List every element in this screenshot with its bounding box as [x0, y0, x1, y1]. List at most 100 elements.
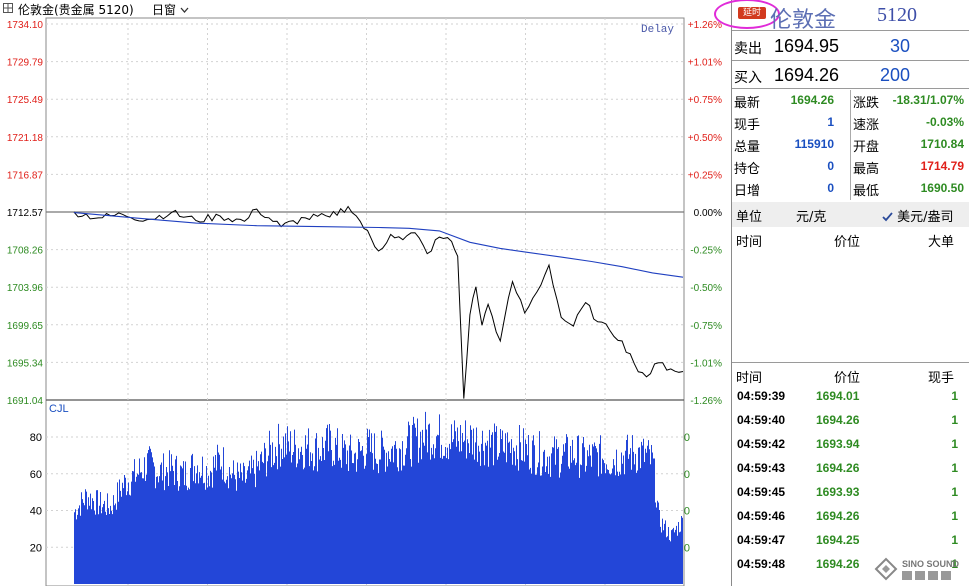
unit-option-usd-oz[interactable]: 美元/盎司 [882, 206, 954, 225]
tick-time: 04:59:40 [737, 413, 786, 427]
sell-label: 卖出 [734, 41, 762, 57]
stat-right-4-label: 最低 [853, 184, 880, 199]
price-tick-label: 1691.04 [7, 396, 44, 407]
tick-price: 1694.01 [816, 389, 860, 403]
chevron-down-icon [180, 7, 189, 13]
tick-qty: 1 [951, 533, 958, 547]
price-lines [73, 205, 684, 399]
big-order-header-price: 价位 [834, 235, 861, 250]
stat-right-2-value: 1710.84 [920, 137, 964, 151]
stat-left-4-value: 0 [827, 181, 834, 195]
tick-row[interactable]: 04:59:40 1694.26 1 [732, 413, 969, 437]
tick-time: 04:59:39 [737, 389, 786, 403]
percent-tick-label: +0.75% [688, 95, 722, 106]
unit-row: 单位 元/克 美元/盎司 [732, 202, 969, 227]
price-tick-label: 1703.96 [7, 283, 44, 294]
instrument-title[interactable]: 伦敦金(贵金属 5120) [18, 3, 134, 17]
tick-price: 1693.94 [816, 437, 860, 451]
instrument-name: 伦敦金 [770, 7, 837, 32]
intraday-chart[interactable]: 1734.10 1729.79 1725.49 1721.18 1716.87 1712.… [0, 0, 730, 586]
tick-header-qty: 现手 [928, 371, 955, 386]
volume-label: CJL [49, 403, 69, 415]
period-label: 日窗 [152, 3, 177, 17]
svg-text:SINO SOUND: SINO SOUND [902, 559, 960, 569]
delay-label: Delay [641, 24, 674, 36]
tick-row[interactable]: 04:59:42 1693.94 1 [732, 437, 969, 461]
percent-tick-label: +0.50% [688, 133, 722, 144]
percent-tick-label: -0.25% [690, 246, 722, 257]
price-tick-label: 1708.26 [7, 246, 44, 257]
price-tick-label: 1716.87 [7, 170, 44, 181]
volume-tick-label: 40 [30, 506, 42, 518]
tick-price: 1694.25 [816, 533, 860, 547]
unit-option-usd-oz-label: 美元/盎司 [897, 210, 954, 225]
volume-bar [74, 411, 683, 584]
check-icon [882, 212, 893, 222]
percent-axis-labels: +1.26% +1.01% +0.75% +0.50% +0.25% 0.00% -0.25… [688, 20, 722, 407]
volume-axis-labels: 80 0 60 0 40 0 20 0 [30, 432, 690, 554]
tick-row[interactable]: 04:59:45 1693.93 1 [732, 485, 969, 509]
tick-qty: 1 [951, 437, 958, 451]
tick-price: 1694.26 [816, 557, 860, 571]
percent-tick-label: +1.26% [688, 20, 722, 31]
stat-right-0-label: 涨跌 [853, 96, 880, 111]
delay-badge: 延时 [738, 7, 766, 19]
price-tick-label: 1729.79 [7, 58, 44, 69]
volume-right-tick-label: 0 [684, 542, 690, 554]
stat-right-1-label: 速涨 [853, 118, 880, 133]
tick-time: 04:59:42 [737, 437, 786, 451]
tick-row[interactable]: 04:59:39 1694.01 1 [732, 389, 969, 413]
volume-tick-label: 80 [30, 432, 42, 444]
sino-sound-logo: SINO SOUND [874, 557, 960, 581]
tick-row[interactable]: 04:59:46 1694.26 1 [732, 509, 969, 533]
price-tick-label: 1721.18 [7, 133, 44, 144]
tick-header-price: 价位 [834, 371, 861, 386]
price-tick-label: 1712.57 [7, 208, 44, 219]
tick-row[interactable]: 04:59:47 1694.25 1 [732, 533, 969, 557]
tick-price: 1694.26 [816, 461, 860, 475]
percent-tick-label: -1.26% [690, 396, 722, 407]
unit-label: 单位 [736, 210, 763, 225]
tick-time: 04:59:43 [737, 461, 786, 475]
period-selector[interactable]: 日窗 [152, 1, 189, 18]
stat-left-1-value: 1 [827, 115, 834, 129]
highlight-circle [714, 0, 780, 29]
tick-qty: 1 [951, 509, 958, 523]
stat-left-3-value: 0 [827, 159, 834, 173]
buy-label: 买入 [734, 70, 762, 86]
average-price-line [73, 212, 684, 278]
tick-qty: 1 [951, 413, 958, 427]
price-tick-label: 1695.34 [7, 358, 44, 369]
unit-option-yuan-gram[interactable]: 元/克 [796, 210, 827, 225]
stat-left-2-label: 总量 [734, 140, 761, 155]
stat-left-2-value: 115910 [794, 137, 834, 151]
sell-quantity: 30 [889, 36, 910, 56]
tick-qty: 1 [951, 461, 958, 475]
stat-right-3-value: 1714.79 [920, 159, 964, 173]
stat-right-2-label: 开盘 [853, 140, 880, 155]
volume-right-tick-label: 0 [684, 432, 690, 444]
volume-bars [74, 411, 683, 584]
tick-time: 04:59:46 [737, 509, 786, 523]
stat-right-1-value: -0.03% [925, 115, 964, 129]
volume-right-tick-label: 0 [684, 506, 690, 518]
stat-left-0-value: 1694.26 [790, 93, 834, 107]
volume-right-tick-label: 0 [684, 469, 690, 481]
chart-toolbar: 伦敦金(贵金属 5120) 日窗 [0, 0, 730, 18]
price-tick-label: 1725.49 [7, 95, 44, 106]
big-order-header-big: 大单 [928, 235, 955, 250]
stat-right-0-value: -18.31/1.07% [892, 93, 964, 107]
tick-qty: 1 [951, 557, 958, 571]
tick-price: 1694.26 [816, 413, 860, 427]
big-order-header-time: 时间 [736, 235, 763, 250]
instrument-code: 5120 [877, 4, 917, 26]
percent-tick-label: -0.50% [690, 283, 722, 294]
price-tick-label: 1734.10 [7, 20, 44, 31]
tick-row[interactable]: 04:59:48 1694.26 1 [732, 557, 969, 581]
tick-row[interactable]: 04:59:43 1694.26 1 [732, 461, 969, 485]
price-tick-label: 1699.65 [7, 321, 44, 332]
percent-tick-label: -0.75% [690, 321, 722, 332]
tick-qty: 1 [951, 485, 958, 499]
grid-icon[interactable] [3, 3, 13, 13]
volume-tick-label: 20 [30, 542, 42, 554]
